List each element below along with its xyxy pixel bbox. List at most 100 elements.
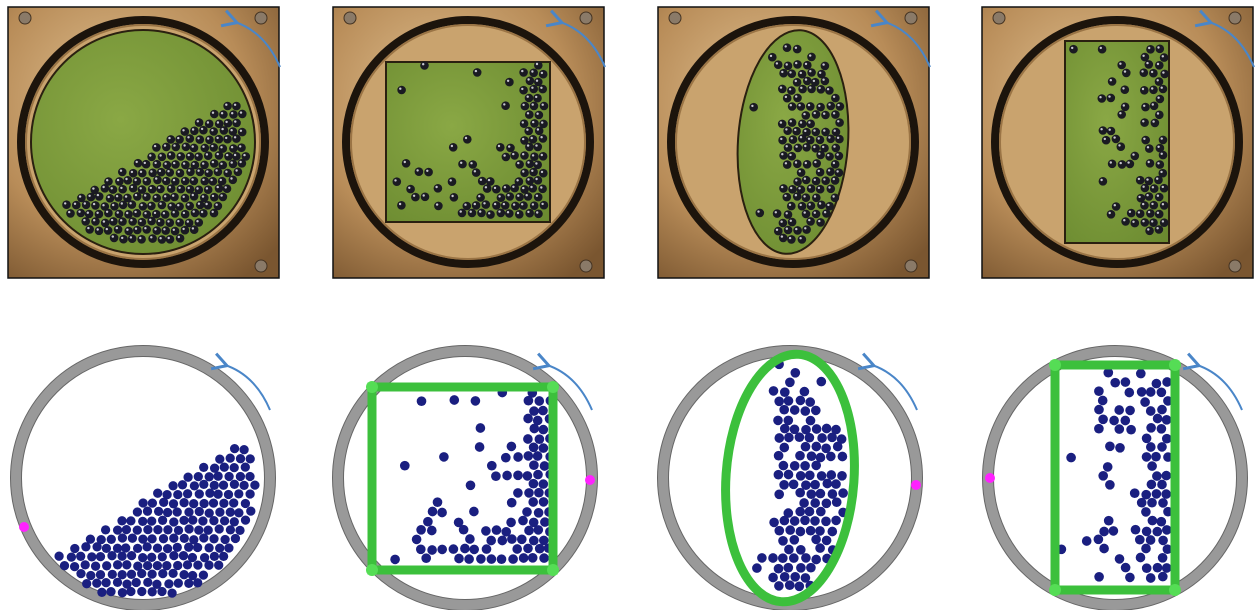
particle bbox=[434, 184, 443, 193]
particle bbox=[807, 85, 816, 94]
particle bbox=[1146, 387, 1156, 397]
particle-glint bbox=[102, 186, 104, 188]
particle bbox=[1082, 536, 1092, 546]
particle bbox=[215, 544, 224, 553]
particle bbox=[774, 489, 784, 499]
particle bbox=[827, 102, 836, 111]
particle-glint bbox=[781, 186, 783, 188]
particle-glint bbox=[780, 121, 782, 123]
particle bbox=[166, 235, 175, 244]
particle-glint bbox=[125, 178, 127, 180]
particle-glint bbox=[785, 128, 787, 130]
particle bbox=[204, 543, 213, 552]
particle bbox=[458, 209, 467, 218]
particle bbox=[510, 151, 519, 160]
particle-glint bbox=[192, 163, 194, 165]
particle bbox=[1099, 527, 1109, 537]
particle bbox=[1151, 452, 1161, 462]
particle bbox=[513, 452, 523, 462]
particle bbox=[827, 432, 837, 442]
particle-glint bbox=[836, 170, 838, 172]
particle-glint bbox=[1138, 211, 1140, 213]
particle bbox=[784, 210, 793, 219]
particle-glint bbox=[178, 236, 180, 238]
particle-glint bbox=[536, 63, 538, 65]
particle bbox=[796, 527, 806, 537]
particle-glint bbox=[173, 144, 175, 146]
particle bbox=[539, 443, 549, 453]
particle-glint bbox=[818, 187, 820, 189]
particle-glint bbox=[187, 220, 189, 222]
particle bbox=[81, 560, 90, 569]
particle bbox=[805, 433, 815, 443]
particle-glint bbox=[488, 212, 490, 214]
particle bbox=[213, 472, 222, 481]
particle bbox=[1150, 201, 1159, 210]
particle bbox=[805, 470, 815, 480]
particle bbox=[790, 461, 800, 471]
particle bbox=[1094, 386, 1104, 396]
particle bbox=[153, 489, 162, 498]
particle-glint bbox=[834, 130, 836, 132]
particle bbox=[774, 60, 783, 69]
particle bbox=[92, 579, 101, 588]
particle bbox=[148, 185, 157, 194]
particle bbox=[795, 451, 805, 461]
corner bbox=[366, 564, 378, 576]
particle bbox=[113, 525, 122, 534]
particle bbox=[133, 507, 142, 516]
particle bbox=[481, 526, 491, 536]
particle-glint bbox=[805, 162, 807, 164]
particle-glint bbox=[1132, 221, 1134, 223]
particle bbox=[1157, 480, 1167, 490]
particle bbox=[789, 135, 798, 144]
particle bbox=[1107, 94, 1116, 103]
particle bbox=[473, 68, 482, 77]
particle bbox=[538, 425, 548, 435]
particle bbox=[124, 210, 133, 219]
particle bbox=[234, 508, 243, 517]
particle bbox=[427, 526, 437, 536]
particle bbox=[822, 209, 831, 218]
particle bbox=[1121, 85, 1130, 94]
particle-glint bbox=[234, 154, 236, 156]
particle bbox=[182, 143, 191, 152]
particle bbox=[1145, 144, 1154, 153]
particle bbox=[523, 471, 533, 481]
particle bbox=[535, 127, 544, 136]
particle bbox=[1156, 95, 1165, 104]
particle bbox=[526, 177, 535, 186]
particle-glint bbox=[97, 194, 99, 196]
particle bbox=[797, 168, 806, 177]
particle-glint bbox=[532, 154, 534, 156]
particle bbox=[1112, 202, 1121, 211]
particle bbox=[801, 442, 811, 452]
particle-glint bbox=[1157, 97, 1159, 99]
particle bbox=[143, 561, 152, 570]
particle bbox=[783, 126, 792, 135]
particle-glint bbox=[804, 227, 806, 229]
particle-glint bbox=[527, 161, 529, 163]
particle-glint bbox=[828, 136, 830, 138]
particle bbox=[459, 525, 469, 535]
particle bbox=[1105, 441, 1115, 451]
particle bbox=[416, 525, 426, 535]
particle bbox=[811, 442, 821, 452]
particle-glint bbox=[167, 220, 169, 222]
particle bbox=[780, 387, 790, 397]
particle bbox=[241, 462, 250, 471]
particle bbox=[817, 471, 827, 481]
particle bbox=[778, 120, 787, 129]
particle-glint bbox=[540, 87, 542, 89]
particle bbox=[523, 434, 533, 444]
particle bbox=[91, 562, 100, 571]
particle-glint bbox=[172, 195, 174, 197]
particle bbox=[533, 470, 543, 480]
particle bbox=[169, 517, 178, 526]
particle bbox=[534, 61, 543, 70]
particle-glint bbox=[416, 169, 418, 171]
particle-glint bbox=[231, 112, 233, 114]
particle bbox=[147, 153, 156, 162]
particle-glint bbox=[1162, 203, 1164, 205]
particle-glint bbox=[776, 229, 778, 231]
